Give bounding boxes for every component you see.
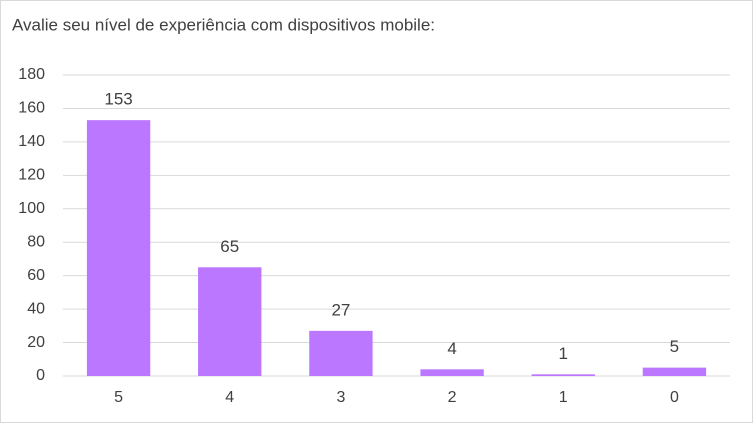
y-tick-label: 180 <box>18 66 45 83</box>
data-label: 1 <box>559 344 568 363</box>
y-tick-label: 20 <box>27 334 45 351</box>
x-tick-label: 2 <box>448 389 457 406</box>
y-tick-label: 80 <box>27 233 45 250</box>
data-label: 4 <box>447 339 456 358</box>
bar <box>531 374 595 376</box>
bar <box>642 367 707 376</box>
data-label: 153 <box>104 90 132 109</box>
y-tick-label: 40 <box>27 300 45 317</box>
data-label: 5 <box>670 337 679 356</box>
data-label: 65 <box>220 237 239 256</box>
x-tick-label: 5 <box>114 389 123 406</box>
y-tick-label: 120 <box>18 167 45 184</box>
bar <box>198 267 262 376</box>
y-tick-label: 140 <box>18 133 45 150</box>
y-tick-label: 0 <box>36 367 45 384</box>
data-label: 27 <box>331 300 350 319</box>
x-tick-label: 1 <box>559 389 568 406</box>
x-tick-label: 0 <box>670 389 679 406</box>
x-tick-label: 3 <box>336 389 345 406</box>
x-tick-label: 4 <box>225 389 234 406</box>
y-tick-label: 100 <box>18 200 45 217</box>
y-tick-label: 160 <box>18 100 45 117</box>
bar <box>420 369 484 376</box>
chart-title: Avalie seu nível de experiência com disp… <box>12 15 435 34</box>
bar <box>86 120 151 377</box>
bar <box>309 330 373 376</box>
y-tick-label: 60 <box>27 267 45 284</box>
